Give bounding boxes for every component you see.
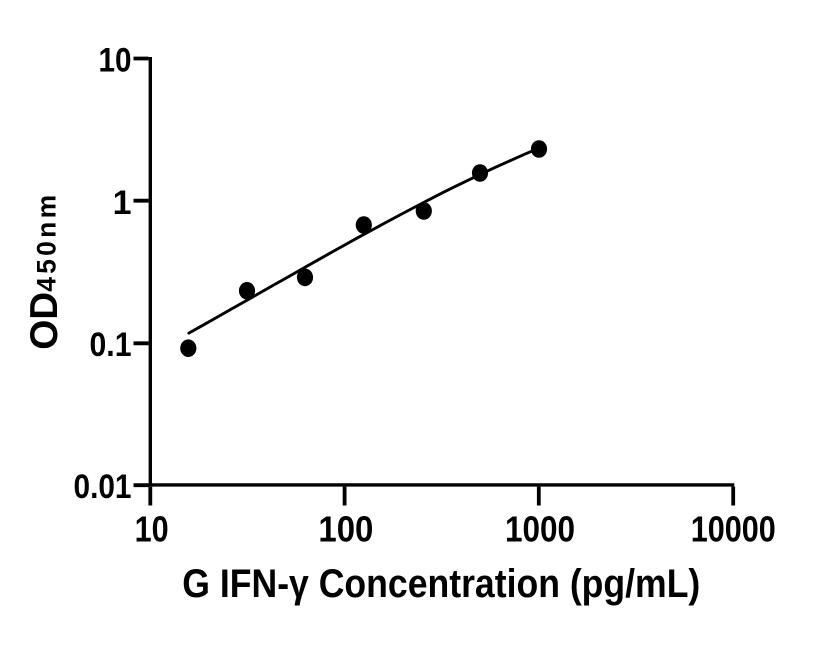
svg-text:1000: 1000 (505, 509, 575, 550)
svg-text:10000: 10000 (691, 509, 776, 550)
svg-text:1: 1 (113, 184, 132, 222)
svg-text:100: 100 (318, 509, 373, 550)
svg-text:10: 10 (135, 509, 169, 550)
svg-text:G IFN-γ Concentration (pg/mL): G IFN-γ Concentration (pg/mL) (182, 562, 700, 606)
svg-text:0.01: 0.01 (74, 468, 132, 506)
svg-text:0.1: 0.1 (90, 326, 132, 364)
svg-text:10: 10 (99, 41, 132, 79)
